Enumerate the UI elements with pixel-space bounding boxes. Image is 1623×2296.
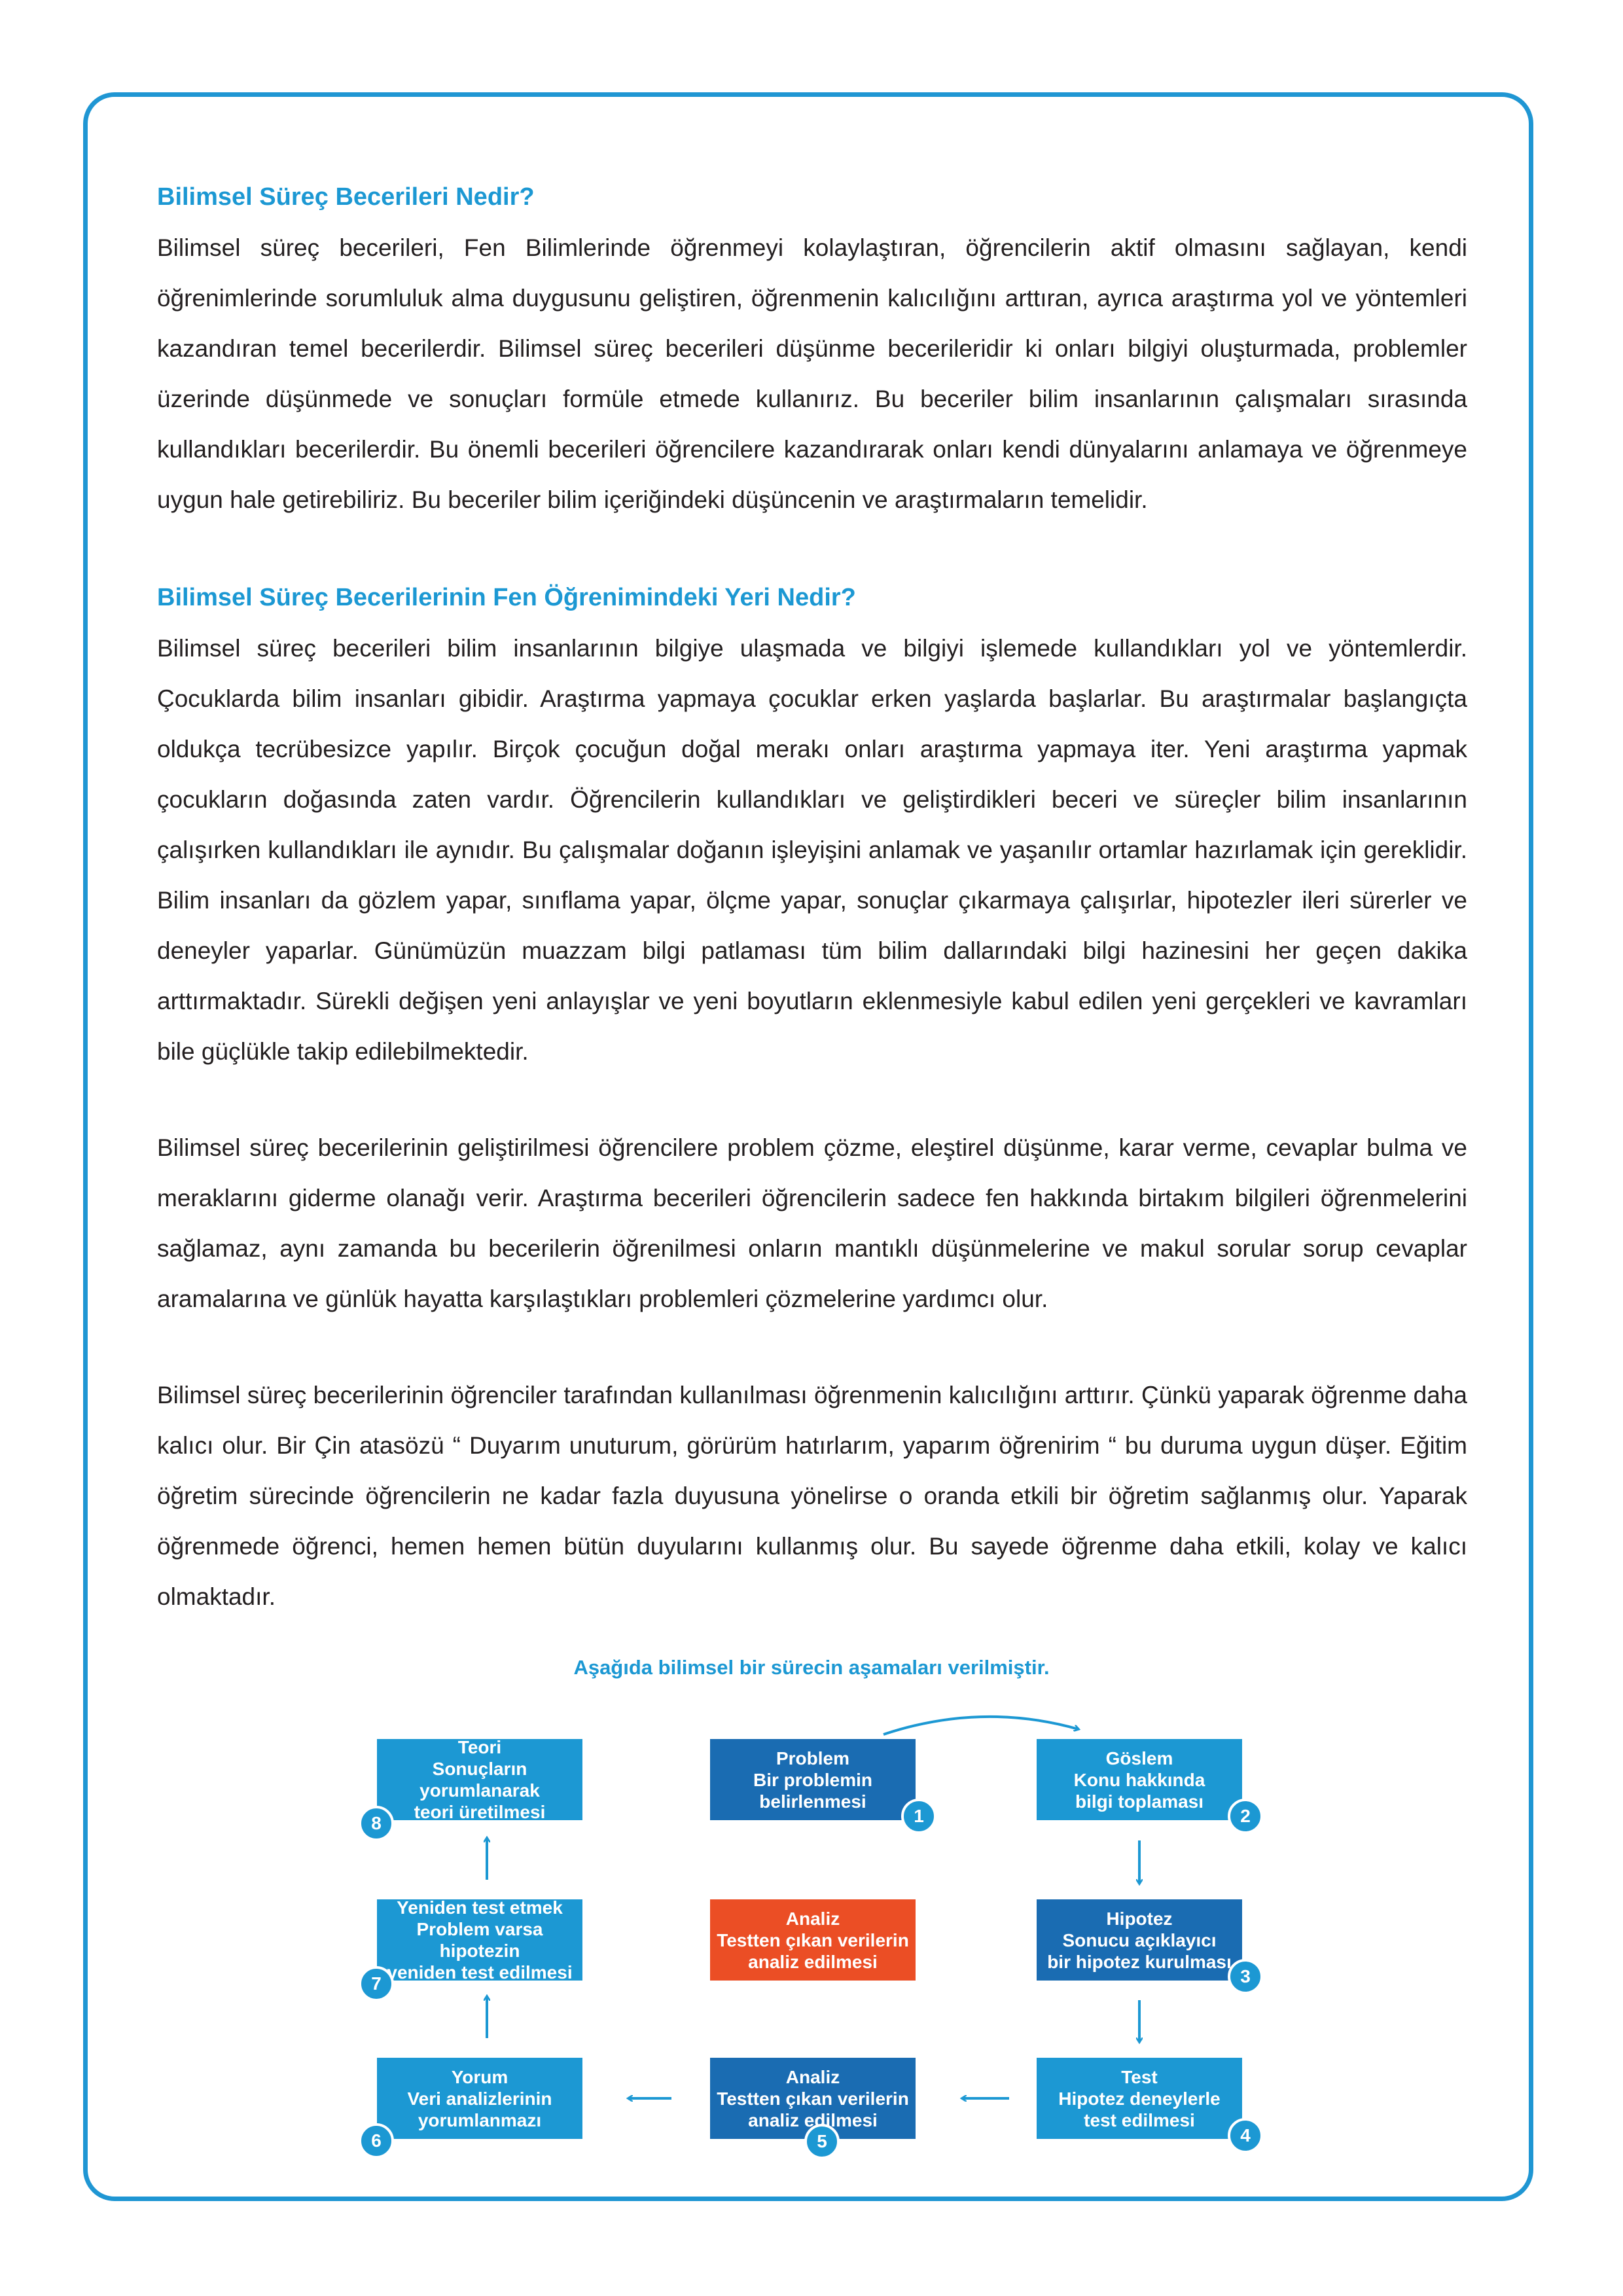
step-4-line-3: test edilmesi <box>1084 2109 1195 2130</box>
center-analysis-box: Analiz Testten çıkan verilerin analiz ed… <box>710 1899 916 1981</box>
step-6-box: Yorum Veri analizlerinin yorumlanmazı <box>377 2058 582 2139</box>
step-2-line-3: bilgi toplaması <box>1075 1791 1204 1812</box>
step-8-title: Teori <box>457 1737 502 1757</box>
step-4-line-2: Hipotez deneylerle <box>1058 2088 1221 2109</box>
step-7-line-2: Problem varsa hipotezin <box>416 1919 543 1961</box>
step-1-line-2: Bir problemin <box>753 1769 872 1790</box>
step-7-number: 7 <box>359 1966 394 2001</box>
step-3-line-3: bir hipotez kurulması <box>1047 1951 1232 1972</box>
arrow-1-to-2 <box>883 1715 1079 1736</box>
section-1-paragraph-1: Bilimsel süreç becerileri, Fen Bilimleri… <box>157 234 1467 513</box>
diagram-caption: Aşağıda bilimsel bir sürecin aşamaları v… <box>573 1656 1050 1679</box>
step-5-box: Analiz Testten çıkan verilerin analiz ed… <box>710 2058 916 2139</box>
page-border <box>83 92 1533 2201</box>
step-5-title: Analiz <box>785 2066 840 2087</box>
step-3-line-2: Sonucu açıklayıcı <box>1062 1929 1217 1950</box>
step-8-number: 8 <box>359 1806 394 1841</box>
step-1-box: Problem Bir problemin belirlenmesi <box>710 1739 916 1820</box>
center-line-2: Testten çıkan verilerin <box>717 1929 909 1950</box>
step-2-number: 2 <box>1228 1799 1263 1834</box>
step-2-line-2: Konu hakkında <box>1073 1769 1205 1790</box>
step-7-box: Yeniden test etmek Problem varsa hipotez… <box>377 1897 582 1982</box>
step-5-number: 5 <box>804 2124 840 2159</box>
section-2-paragraph-3: Bilimsel süreç becerilerinin öğrenciler … <box>157 1382 1467 1610</box>
section-2-paragraph-1: Bilimsel süreç becerileri bilim insanlar… <box>157 635 1467 1065</box>
step-6-number: 6 <box>359 2123 394 2159</box>
step-1-title: Problem <box>776 1748 850 1768</box>
step-4-box: Test Hipotez deneylerle test edilmesi <box>1037 2058 1242 2139</box>
step-3-box: Hipotez Sonucu açıklayıcı bir hipotez ku… <box>1037 1899 1242 1981</box>
step-1-number: 1 <box>901 1799 936 1834</box>
section-2-heading: Bilimsel Süreç Becerilerinin Fen Öğrenim… <box>157 584 856 611</box>
step-7-title: Yeniden test etmek <box>397 1897 563 1918</box>
center-title: Analiz <box>785 1908 840 1929</box>
section-2-paragraph-2: Bilimsel süreç becerilerinin geliştirilm… <box>157 1134 1467 1312</box>
step-8-line-3: teori üretilmesi <box>414 1802 546 1822</box>
step-2-box: Göslem Konu hakkında bilgi toplaması <box>1037 1739 1242 1820</box>
step-7-line-3: yeniden test edilmesi <box>387 1962 573 1982</box>
step-4-title: Test <box>1121 2066 1158 2087</box>
step-6-title: Yorum <box>451 2066 508 2087</box>
step-8-box: Teori Sonuçların yorumlanarak teori üret… <box>377 1737 582 1822</box>
section-1-heading: Bilimsel Süreç Becerileri Nedir? <box>157 183 535 211</box>
step-3-number: 3 <box>1228 1959 1263 1994</box>
step-2-title: Göslem <box>1105 1748 1173 1768</box>
step-5-line-2: Testten çıkan verilerin <box>717 2088 909 2109</box>
step-4-number: 4 <box>1228 2118 1263 2153</box>
step-6-line-3: yorumlanmazı <box>418 2109 542 2130</box>
article: Bilimsel Süreç Becerileri Nedir? Bilimse… <box>157 171 1467 1622</box>
step-8-line-2: Sonuçların yorumlanarak <box>419 1759 540 1801</box>
step-6-line-2: Veri analizlerinin <box>407 2088 552 2109</box>
step-3-title: Hipotez <box>1106 1908 1173 1929</box>
center-line-3: analiz edilmesi <box>748 1951 878 1972</box>
step-1-line-3: belirlenmesi <box>759 1791 866 1812</box>
